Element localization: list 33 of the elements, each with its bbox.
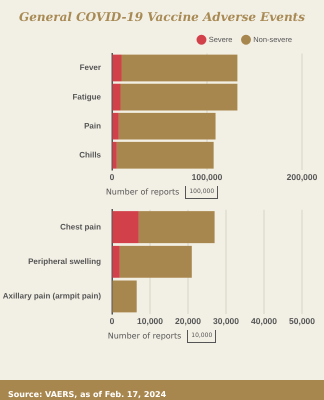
x-tick-label: 100,000: [192, 172, 223, 182]
bar: [112, 54, 122, 82]
x-tick-label: 40,000: [251, 316, 278, 326]
x-tick-label: 0: [110, 316, 115, 326]
bar: [112, 112, 119, 140]
bar: [116, 142, 214, 169]
x-tick-label: 10,000: [137, 316, 164, 326]
source-note: Source: VAERS, as of Feb. 17, 2024: [0, 380, 324, 400]
bar: [112, 280, 137, 312]
x-axis-title: Number of reports: [108, 332, 182, 341]
x-axis-title: Number of reports: [106, 188, 180, 197]
bar: [120, 246, 192, 278]
bar: [138, 211, 215, 244]
bar: [112, 211, 139, 244]
y-tick-label: Chest pain: [60, 222, 102, 232]
bar: [120, 84, 238, 110]
x-tick-label: 50,000: [289, 316, 316, 326]
bar: [112, 142, 117, 169]
y-tick-label: Fever: [80, 63, 101, 72]
y-tick-label: Axillary pain (armpit pain): [2, 292, 102, 301]
x-tick-label: 20,000: [175, 316, 202, 326]
x-tick-label: 200,000: [286, 172, 318, 182]
bar: [118, 112, 216, 140]
bar: [112, 246, 120, 278]
x-tick-label: 0: [110, 172, 115, 182]
bar: [112, 84, 121, 110]
y-tick-label: Pain: [84, 121, 102, 130]
y-tick-label: Chills: [79, 150, 102, 160]
y-tick-label: Peripheral swelling: [28, 257, 102, 266]
x-tick-label: 30,000: [213, 316, 240, 326]
y-tick-label: Fatigue: [72, 92, 102, 102]
bar: [122, 54, 238, 82]
chart-title: General COVID-19 Vaccine Adverse Events: [18, 10, 306, 24]
